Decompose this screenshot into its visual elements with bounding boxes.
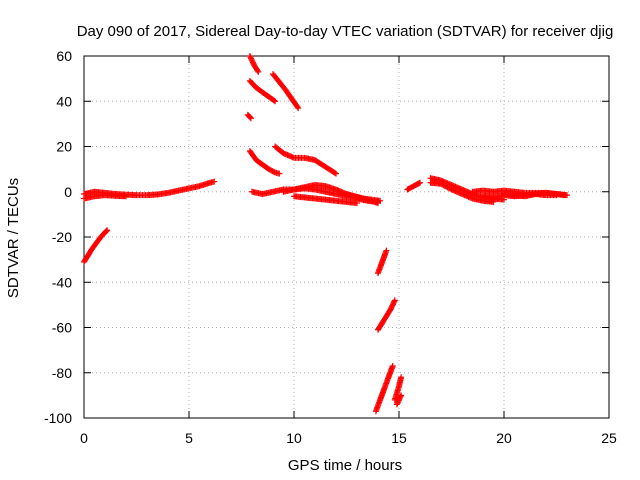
- y-tick-label: -60: [52, 320, 72, 336]
- x-axis-title: GPS time / hours: [288, 457, 402, 474]
- y-tick-label: 40: [56, 93, 72, 109]
- data-track: [375, 247, 390, 277]
- data-point: [561, 192, 568, 199]
- data-point: [270, 168, 277, 175]
- data-point: [254, 67, 261, 74]
- data-point: [389, 362, 396, 369]
- data-track: [272, 143, 339, 177]
- data-track: [246, 148, 283, 177]
- y-tick-label: 60: [56, 48, 72, 64]
- data-track: [391, 374, 405, 403]
- data-track: [372, 362, 396, 415]
- data-point: [211, 178, 218, 185]
- data-track: [375, 297, 398, 333]
- y-tick-label: 0: [64, 184, 72, 200]
- data-track: [427, 179, 497, 205]
- data-point: [398, 374, 405, 381]
- data-point: [391, 297, 398, 304]
- y-tick-label: -20: [52, 229, 72, 245]
- data-track: [81, 227, 111, 265]
- data-point: [255, 68, 262, 75]
- data-point: [294, 103, 301, 110]
- data-point: [103, 227, 110, 234]
- data-point: [104, 227, 111, 234]
- data-point: [331, 169, 338, 176]
- data-track: [246, 77, 279, 105]
- x-tick-label: 25: [601, 430, 617, 446]
- data-point: [417, 179, 423, 186]
- data-track: [291, 193, 360, 207]
- data-track: [244, 111, 254, 122]
- y-tick-label: -80: [52, 365, 72, 381]
- data-point: [276, 170, 283, 177]
- data-track: [501, 189, 568, 200]
- data-point: [271, 97, 278, 104]
- axis-ticks: 0 5 10 15 20 25 -100 -80 -60 -40 -20 0 20 40 60: [44, 48, 617, 446]
- data-track: [404, 179, 423, 193]
- x-tick-label: 20: [496, 430, 512, 446]
- data-point: [247, 115, 254, 122]
- data-point: [447, 185, 454, 192]
- x-tick-label: 5: [185, 430, 193, 446]
- data-point: [383, 247, 390, 254]
- grid-lines: [84, 56, 609, 418]
- data-point: [295, 105, 302, 112]
- data-track: [246, 53, 262, 75]
- data-point: [354, 200, 360, 207]
- x-tick-label: 15: [391, 430, 407, 446]
- data-track: [393, 392, 405, 408]
- data-point: [247, 114, 254, 121]
- data-point: [272, 98, 279, 105]
- y-tick-label: -40: [52, 274, 72, 290]
- y-tick-label: 20: [56, 139, 72, 155]
- data-point: [333, 170, 339, 177]
- data-track: [343, 191, 384, 204]
- data-point: [398, 392, 405, 399]
- chart-title: Day 090 of 2017, Sidereal Day-to-day VTE…: [77, 23, 614, 40]
- data-points: [81, 53, 570, 415]
- x-tick-label: 0: [80, 430, 88, 446]
- data-track: [270, 71, 302, 112]
- y-tick-label: -100: [44, 410, 72, 426]
- data-point: [123, 193, 129, 200]
- x-tick-label: 10: [286, 430, 302, 446]
- y-axis-title: SDTVAR / TECUs: [5, 178, 22, 298]
- data-track: [81, 192, 129, 202]
- data-point: [377, 197, 384, 204]
